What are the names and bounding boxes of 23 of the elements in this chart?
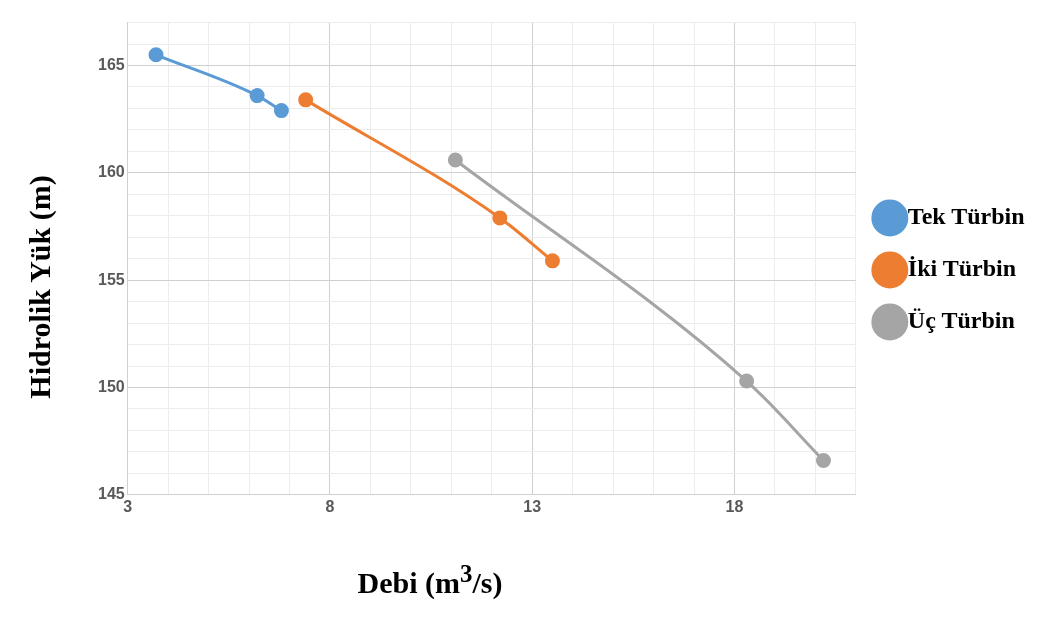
x-tick-label: 3 bbox=[123, 497, 133, 515]
x-tick-label: 8 bbox=[325, 497, 335, 515]
y-tick-label: 145 bbox=[97, 485, 125, 503]
point bbox=[447, 152, 463, 168]
y-axis-title: Hidrolik Yük (m) bbox=[23, 174, 57, 401]
point bbox=[298, 92, 314, 108]
x-tick-label: 13 bbox=[523, 497, 542, 515]
legend-label: Üç Türbin bbox=[907, 307, 1015, 334]
point bbox=[273, 103, 289, 119]
point bbox=[739, 373, 755, 389]
point bbox=[815, 452, 831, 468]
x-tick-label: 18 bbox=[725, 497, 744, 515]
legend-label: İki Türbin bbox=[907, 255, 1017, 282]
y-tick-label: 155 bbox=[97, 270, 125, 288]
point bbox=[544, 253, 560, 269]
point bbox=[148, 47, 164, 63]
legend-label: Tek Türbin bbox=[907, 203, 1025, 230]
y-tick-label: 150 bbox=[97, 377, 125, 395]
point bbox=[492, 210, 508, 226]
y-tick-label: 165 bbox=[97, 55, 125, 73]
x-axis-title: Debi (m$^{3}$/s) bbox=[356, 560, 504, 600]
y-tick-label: 160 bbox=[97, 163, 125, 181]
point bbox=[249, 88, 265, 104]
